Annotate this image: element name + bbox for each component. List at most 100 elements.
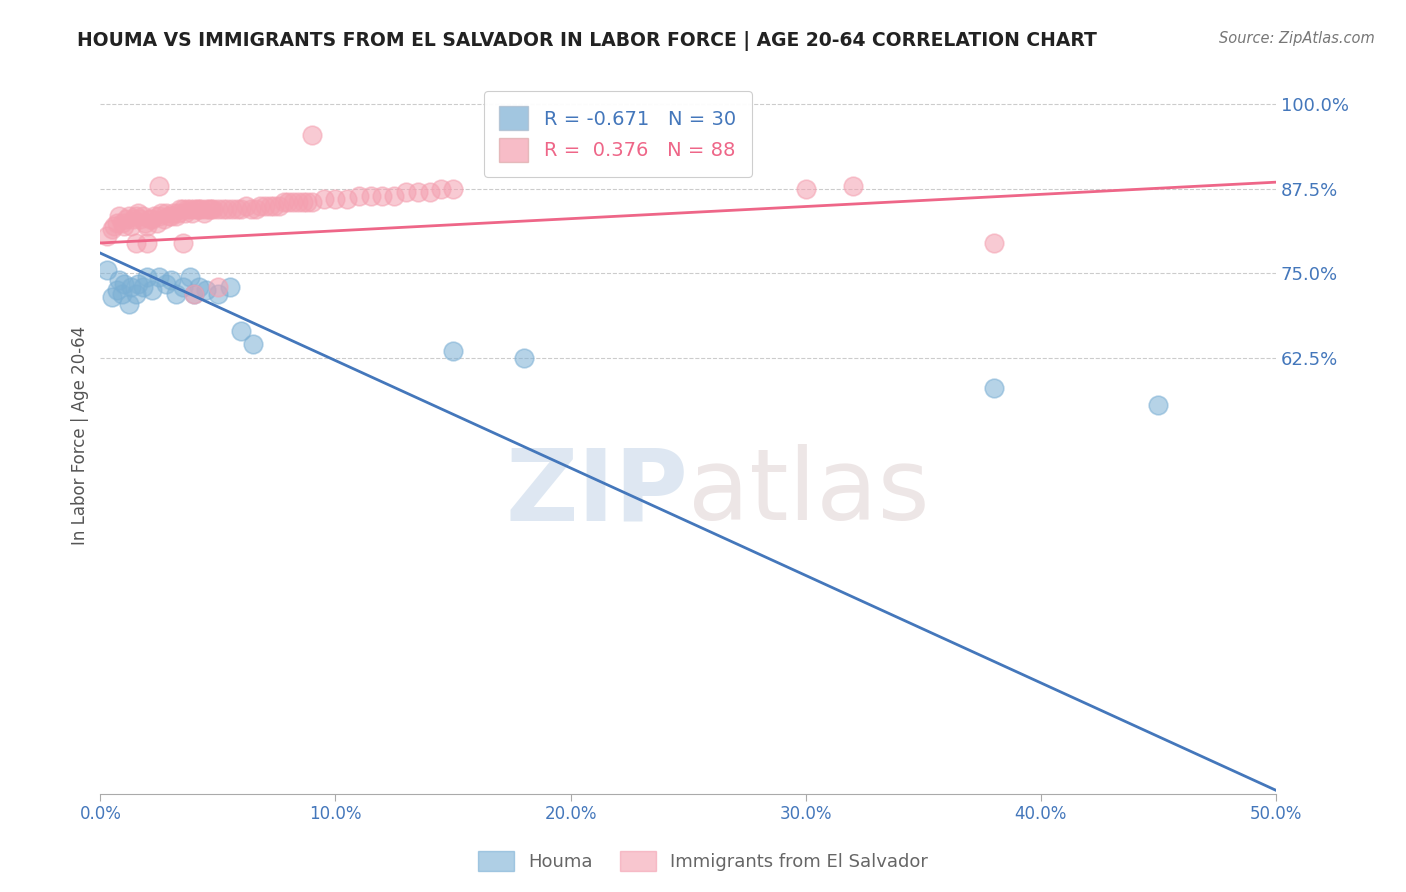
Point (174, 205, 197, 219)
Point (141, 212, 163, 227)
Point (200, 202, 222, 217)
Point (267, 199, 290, 213)
Point (110, 216, 132, 230)
Point (127, 205, 149, 219)
Point (291, 195, 314, 210)
Point (101, 290, 124, 304)
Point (160, 273, 183, 287)
Point (253, 199, 276, 213)
Point (794, 182, 817, 196)
Point (103, 219, 125, 233)
Point (131, 209, 153, 223)
Point (259, 199, 281, 213)
Point (983, 235, 1005, 250)
Point (136, 269, 159, 284)
Point (195, 283, 218, 297)
Point (312, 192, 335, 206)
Point (382, 188, 405, 202)
Point (273, 195, 295, 210)
Point (242, 337, 264, 351)
Point (179, 202, 201, 217)
Point (96, 229, 118, 244)
Point (239, 202, 262, 217)
Point (225, 202, 247, 217)
Point (188, 202, 211, 217)
Point (218, 280, 240, 294)
Point (512, 351, 534, 365)
Point (169, 202, 191, 217)
Point (347, 188, 370, 202)
Y-axis label: In Labor Force | Age 20-64: In Labor Force | Age 20-64 (72, 326, 89, 545)
Point (155, 205, 177, 219)
Point (143, 209, 166, 223)
Point (325, 192, 347, 206)
Point (120, 280, 142, 294)
Point (430, 182, 453, 196)
Point (131, 280, 153, 294)
Point (301, 195, 323, 210)
Point (183, 202, 205, 217)
Point (1147, 398, 1170, 412)
Point (108, 209, 131, 223)
Point (176, 202, 198, 217)
Text: Source: ZipAtlas.com: Source: ZipAtlas.com (1219, 31, 1375, 46)
Point (281, 195, 304, 210)
Point (122, 212, 145, 227)
Text: ZIP: ZIP (505, 444, 688, 541)
Point (301, 128, 323, 142)
Text: HOUMA VS IMMIGRANTS FROM EL SALVADOR IN LABOR FORCE | AGE 20-64 CORRELATION CHAR: HOUMA VS IMMIGRANTS FROM EL SALVADOR IN … (77, 31, 1097, 51)
Point (217, 202, 239, 217)
Legend: Houma, Immigrants from El Salvador: Houma, Immigrants from El Salvador (471, 844, 935, 879)
Point (231, 324, 253, 338)
Point (207, 286, 229, 301)
Point (124, 286, 146, 301)
Point (110, 286, 132, 301)
Point (195, 202, 218, 217)
Point (117, 209, 139, 223)
Point (167, 205, 190, 219)
Point (105, 216, 128, 230)
Point (129, 212, 152, 227)
Point (297, 195, 319, 210)
Point (172, 280, 194, 294)
Point (336, 192, 359, 206)
Point (183, 286, 205, 301)
Point (287, 195, 309, 210)
Point (115, 212, 138, 227)
Legend: R = -0.671   N = 30, R =  0.376   N = 88: R = -0.671 N = 30, R = 0.376 N = 88 (484, 91, 752, 178)
Point (148, 269, 170, 284)
Point (263, 199, 285, 213)
Point (141, 283, 163, 297)
Point (127, 277, 149, 291)
Point (155, 277, 177, 291)
Point (245, 202, 267, 217)
Point (134, 216, 156, 230)
Point (418, 186, 440, 200)
Point (136, 235, 159, 250)
Point (190, 202, 212, 217)
Point (235, 199, 257, 213)
Point (207, 202, 229, 217)
Point (162, 205, 184, 219)
Point (105, 283, 128, 297)
Point (96, 263, 118, 277)
Point (360, 188, 382, 202)
Text: atlas: atlas (688, 444, 929, 541)
Point (842, 178, 865, 193)
Point (138, 212, 160, 227)
Point (181, 205, 204, 219)
Point (136, 219, 159, 233)
Point (150, 205, 173, 219)
Point (193, 205, 215, 219)
Point (160, 209, 183, 223)
Point (165, 286, 187, 301)
Point (157, 209, 180, 223)
Point (148, 209, 170, 223)
Point (406, 186, 429, 200)
Point (148, 178, 170, 193)
Point (120, 219, 142, 233)
Point (395, 186, 418, 200)
Point (112, 219, 135, 233)
Point (183, 286, 205, 301)
Point (101, 222, 124, 236)
